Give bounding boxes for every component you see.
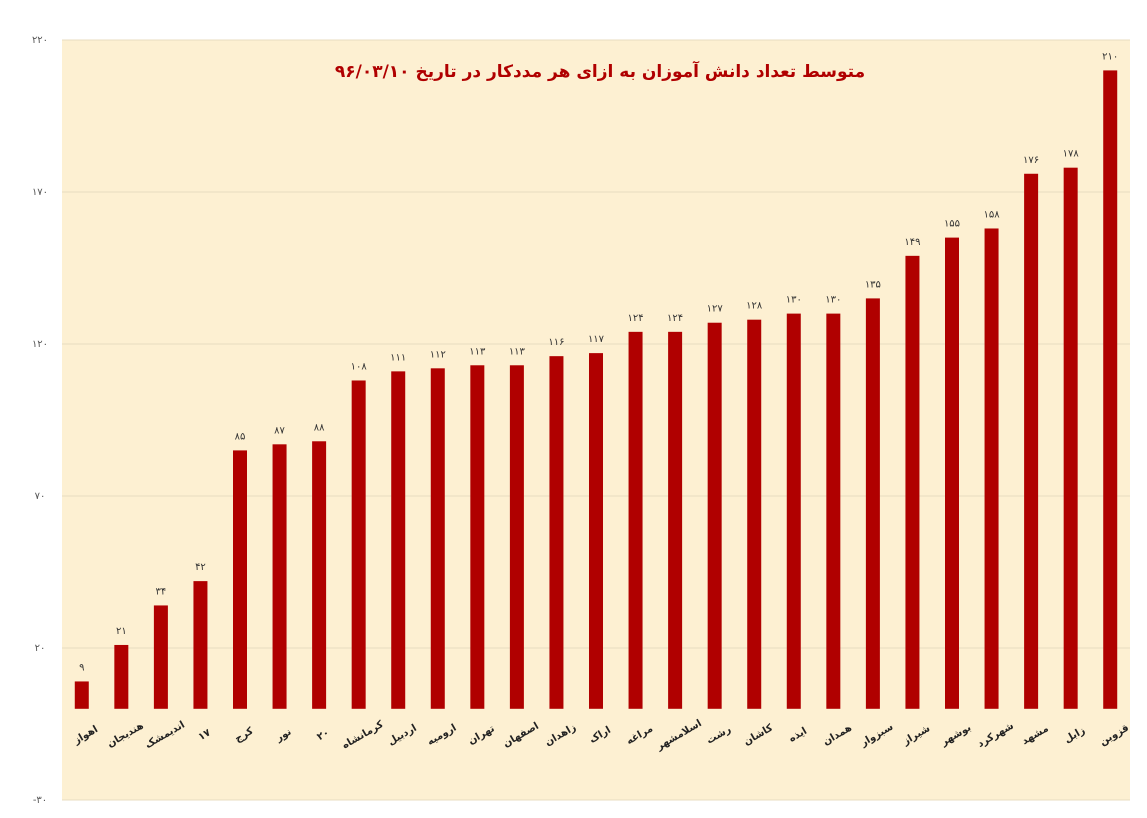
y-tick-label: -۳۰: [33, 795, 47, 806]
value-label: ۲۱: [116, 626, 127, 637]
y-tick-label: ۱۷۰: [32, 187, 48, 198]
bar: [351, 380, 366, 709]
value-label: ۱۷۶: [1023, 155, 1039, 166]
value-label: ۱۳۰: [786, 295, 802, 306]
bar: [589, 353, 603, 709]
value-label: ۱۰۸: [351, 361, 368, 372]
value-label: ۸۸: [314, 422, 325, 433]
bar: [668, 331, 683, 709]
bar: [153, 605, 168, 709]
x-tick-label: ۱۷: [197, 727, 213, 743]
bar: [865, 298, 880, 709]
bar: [747, 319, 762, 709]
bar: [430, 368, 445, 709]
value-label: ۱۱۱: [390, 352, 406, 363]
value-label: ۱۵۸: [983, 209, 1000, 220]
value-label: ۱۷۸: [1063, 149, 1080, 160]
x-tick-label: ۲۰: [315, 727, 331, 743]
value-label: ۱۴۹: [904, 237, 920, 248]
bar: [984, 228, 999, 709]
value-label: ۸۷: [274, 425, 285, 436]
value-label: ۱۲۷: [707, 304, 724, 315]
bar: [905, 255, 920, 709]
value-label: ۱۲۴: [627, 313, 643, 324]
y-tick-label: ۲۰: [35, 643, 46, 654]
value-label: ۱۱۲: [430, 349, 446, 360]
bar: [509, 365, 524, 709]
bar: [312, 441, 327, 709]
value-label: ۱۵۵: [944, 219, 960, 230]
value-label: ۹: [79, 662, 84, 673]
value-label: ۴۲: [195, 562, 206, 573]
bar: [826, 313, 841, 709]
y-tick-label: ۷۰: [35, 491, 46, 502]
value-label: ۱۳۵: [865, 279, 881, 290]
y-tick-label: ۲۲۰: [32, 35, 48, 46]
y-tick-label: ۱۲۰: [32, 339, 48, 350]
bar: [707, 322, 722, 709]
bar: [945, 237, 959, 709]
value-label: ۱۳۰: [825, 295, 841, 306]
value-label: ۱۱۳: [469, 346, 486, 357]
value-label: ۱۱۶: [548, 337, 564, 348]
value-label: ۱۱۳: [509, 346, 526, 357]
bar: [1103, 70, 1118, 709]
bar: [74, 681, 89, 709]
bar: [1024, 173, 1039, 709]
bar: [786, 313, 801, 709]
bar: [193, 581, 208, 709]
bar: [1063, 167, 1078, 709]
value-label: ۱۲۴: [667, 313, 683, 324]
bar: [549, 356, 564, 709]
bar: [272, 444, 287, 709]
chart-title: متوسط تعداد دانش آموزان به ازای هر مددکا…: [335, 60, 865, 82]
value-label: ۱۲۸: [746, 301, 763, 312]
bar: [233, 450, 247, 709]
bar: [114, 644, 129, 709]
bar: [470, 365, 485, 709]
value-label: ۱۱۷: [588, 334, 605, 345]
bar: [628, 331, 643, 709]
value-label: ۳۴: [156, 586, 167, 597]
value-label: ۸۵: [235, 431, 246, 442]
value-label: ۲۱۰: [1102, 51, 1118, 62]
bar: [391, 371, 406, 709]
